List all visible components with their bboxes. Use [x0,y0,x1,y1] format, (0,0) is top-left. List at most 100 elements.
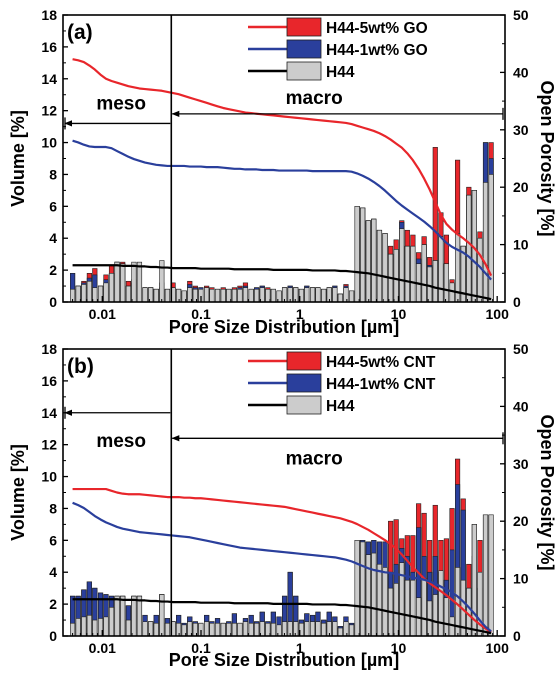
bar [204,621,210,637]
panel-label: (b) [67,355,94,378]
x-tick-label: 0.1 [191,306,211,322]
bar [164,288,171,303]
x-tick-label: 100 [486,306,510,322]
bar [310,287,316,303]
bar [488,514,494,637]
x-axis: 0.01 0.1 1 10 100 [62,296,510,322]
y-axis-right: 0 10 20 30 40 50 [500,7,529,310]
y-tick-label: 12 [41,437,57,453]
bar-series-3 [70,174,494,303]
legend-swatch [286,351,322,371]
x-axis-title: Pore Size Distribution [µm] [169,317,399,337]
y-tick-label: 10 [41,469,57,485]
bar [293,287,299,303]
bar [304,287,310,303]
y-tick-label: 6 [49,532,57,548]
bar [248,288,254,303]
y-tick-label: 16 [41,373,57,389]
bar [125,285,132,303]
bar [410,579,416,637]
bar [321,288,327,303]
bar [220,622,226,637]
bar [81,284,87,303]
meso-label: meso [96,93,146,114]
y2-axis-title: Open Porosity [%] [537,80,557,236]
bar [427,600,433,637]
y2-tick-label: 30 [513,122,529,138]
y-axis-title: Volume [%] [8,444,28,541]
x-axis: 0.01 0.1 1 10 100 [62,630,509,656]
y-axis-title: Volume [%] [8,110,28,207]
porosity-lines [72,58,493,301]
bar [231,622,237,637]
bar [108,606,115,637]
bar [142,287,148,303]
bar [214,622,221,637]
bars [70,142,494,303]
bar [360,541,366,637]
bar [382,233,388,303]
bar [265,288,271,303]
bar [293,621,299,637]
y-tick-label: 16 [41,39,57,55]
y2-tick-label: 10 [513,237,529,253]
y-tick-label: 14 [41,71,57,87]
legend-label: H44-5wt% GO [326,20,428,37]
bar [120,595,126,637]
y2-tick-label: 10 [513,571,529,587]
bar [75,285,81,303]
bar [248,622,254,637]
bar [125,619,132,637]
bar [482,182,489,303]
y-tick-label: 4 [49,230,57,246]
bar [136,595,143,637]
bar [220,288,226,303]
bar [354,540,360,637]
bar [103,282,109,303]
legend: H44-5wt% GO H44-1wt% GO H44 [248,17,428,81]
bar [337,293,343,303]
bar [214,288,221,303]
x-axis-title: Pore Size Distribution [µm] [169,650,399,670]
series-line-1 [72,487,492,634]
series-line-3 [72,598,492,635]
bar [443,263,449,303]
bar [421,244,427,303]
bar [176,288,182,303]
bar [404,579,410,637]
y-tick-label: 2 [49,262,57,278]
series-line-2 [72,501,492,633]
series-line-2 [72,139,492,281]
y-tick-label: 0 [49,294,57,310]
bars [70,458,494,637]
legend-label: H44 [326,398,355,415]
x-tick-label: 10 [391,306,407,322]
x-tick-label: 10 [391,640,407,656]
y-tick-label: 18 [41,7,57,23]
bar [371,552,377,637]
bar [438,236,444,303]
x-tick-label: 0.01 [89,640,116,656]
bar [376,229,383,303]
x-tick-label: 0.1 [191,640,211,656]
legend-swatch [286,39,322,59]
legend-label: H44-1wt% GO [326,42,428,59]
bar [376,563,383,637]
panel-label: (a) [67,21,93,44]
bar [360,207,366,303]
bar [242,621,249,637]
bar [242,287,249,303]
bar [209,622,215,637]
bar [176,622,182,637]
bar [310,621,316,637]
bar [482,514,489,637]
bar [315,621,321,637]
bar [304,621,310,637]
series-line-1 [72,58,493,277]
bar [204,287,210,303]
legend-label: H44-5wt% CNT [326,354,436,371]
bar [120,263,126,303]
bar [315,287,321,303]
